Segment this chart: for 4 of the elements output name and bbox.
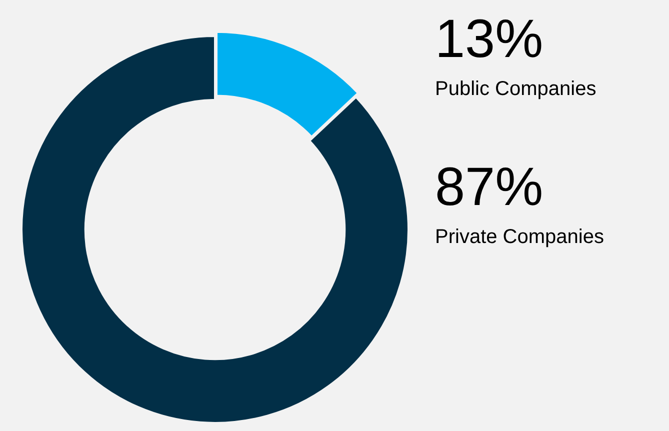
data-label: 13% [435,9,544,69]
data-label: 87% [435,157,544,217]
slice-label: Private Companies [435,226,604,248]
slice-label: Public Companies [435,78,596,100]
